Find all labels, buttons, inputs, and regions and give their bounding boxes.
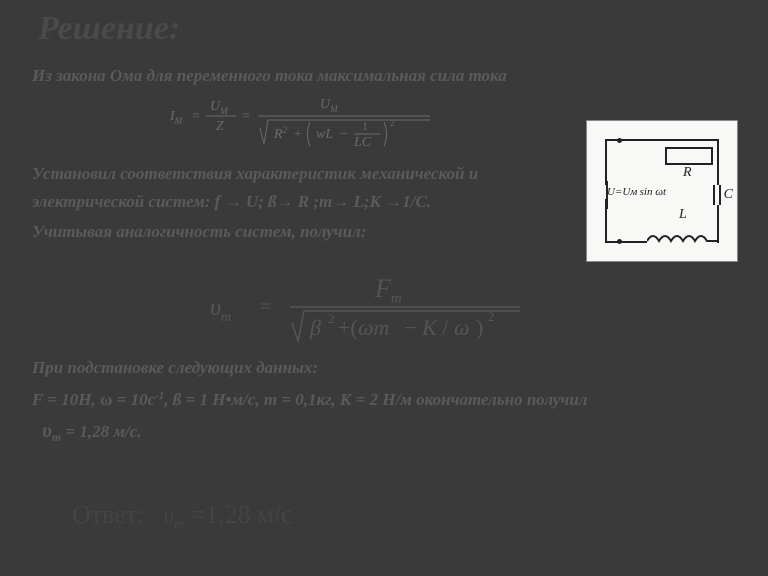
paragraph-1: Из закона Ома для переменного тока макси…	[32, 66, 507, 86]
capacitor-label: C	[724, 187, 733, 203]
resistor-label: R	[683, 165, 692, 181]
svg-text:=: =	[260, 296, 271, 318]
svg-text:R2: R2	[273, 125, 288, 142]
formula-ohm: IM = UM Z = UM R2 + wL − 1 LC 2	[170, 96, 450, 144]
svg-text:K: K	[421, 315, 438, 340]
paragraph-5: При подстановке следующих данных:	[32, 358, 318, 378]
svg-text:/: /	[442, 315, 449, 340]
svg-text:−: −	[404, 315, 416, 340]
svg-text:=: =	[192, 109, 200, 124]
svg-text:Fm: Fm	[374, 275, 402, 307]
svg-text:+(: +(	[338, 315, 358, 340]
svg-text:LC: LC	[353, 135, 372, 150]
svg-text:1: 1	[362, 119, 368, 133]
paragraph-6: F = 10Н, ω = 10с-1, ß = 1 Н•м/с, m = 0,1…	[32, 390, 588, 410]
paragraph-2: Установил соответствия характеристик мех…	[32, 164, 478, 184]
svg-text:UM: UM	[320, 97, 338, 114]
paragraph-7: υm = 1,28 м/с.	[42, 420, 142, 443]
svg-text:UM: UM	[210, 99, 228, 116]
svg-text:=: =	[242, 109, 250, 124]
svg-text:β: β	[309, 315, 321, 340]
inductor-icon	[647, 233, 717, 249]
formula-mechanical: υm = Fm β 2 +( ωm − K / ω ) 2	[210, 275, 490, 341]
ohm-I: IM	[170, 109, 183, 126]
resistor-icon	[665, 147, 713, 165]
svg-text:υm: υm	[210, 295, 231, 325]
inductor-label: L	[679, 207, 687, 223]
capacitor-icon	[713, 185, 721, 205]
svg-text:ω: ω	[454, 315, 470, 340]
svg-text:ωm: ωm	[358, 315, 389, 340]
wire-icon	[597, 181, 609, 209]
svg-text:2: 2	[390, 118, 395, 128]
node-icon	[617, 138, 622, 143]
svg-text:): )	[476, 315, 483, 340]
svg-text:2: 2	[488, 309, 495, 324]
svg-text:+: +	[294, 127, 302, 142]
svg-text:2: 2	[328, 311, 335, 326]
answer-line: Ответ: υm =1,28 м/с	[72, 500, 293, 530]
svg-text:Z: Z	[216, 119, 224, 134]
source-label: U=Uᴍ sin ωt	[605, 185, 668, 199]
circuit-diagram: R C L U=Uᴍ sin ωt	[586, 120, 738, 262]
page-title: Решение:	[38, 10, 180, 48]
paragraph-3: электрической систем: f → U; ß→ R ;m→ L;…	[32, 192, 431, 212]
node-icon	[617, 239, 622, 244]
svg-text:−: −	[340, 127, 348, 142]
svg-text:wL: wL	[316, 127, 333, 142]
paragraph-4: Учитывая аналогичность систем, получил:	[32, 222, 366, 242]
